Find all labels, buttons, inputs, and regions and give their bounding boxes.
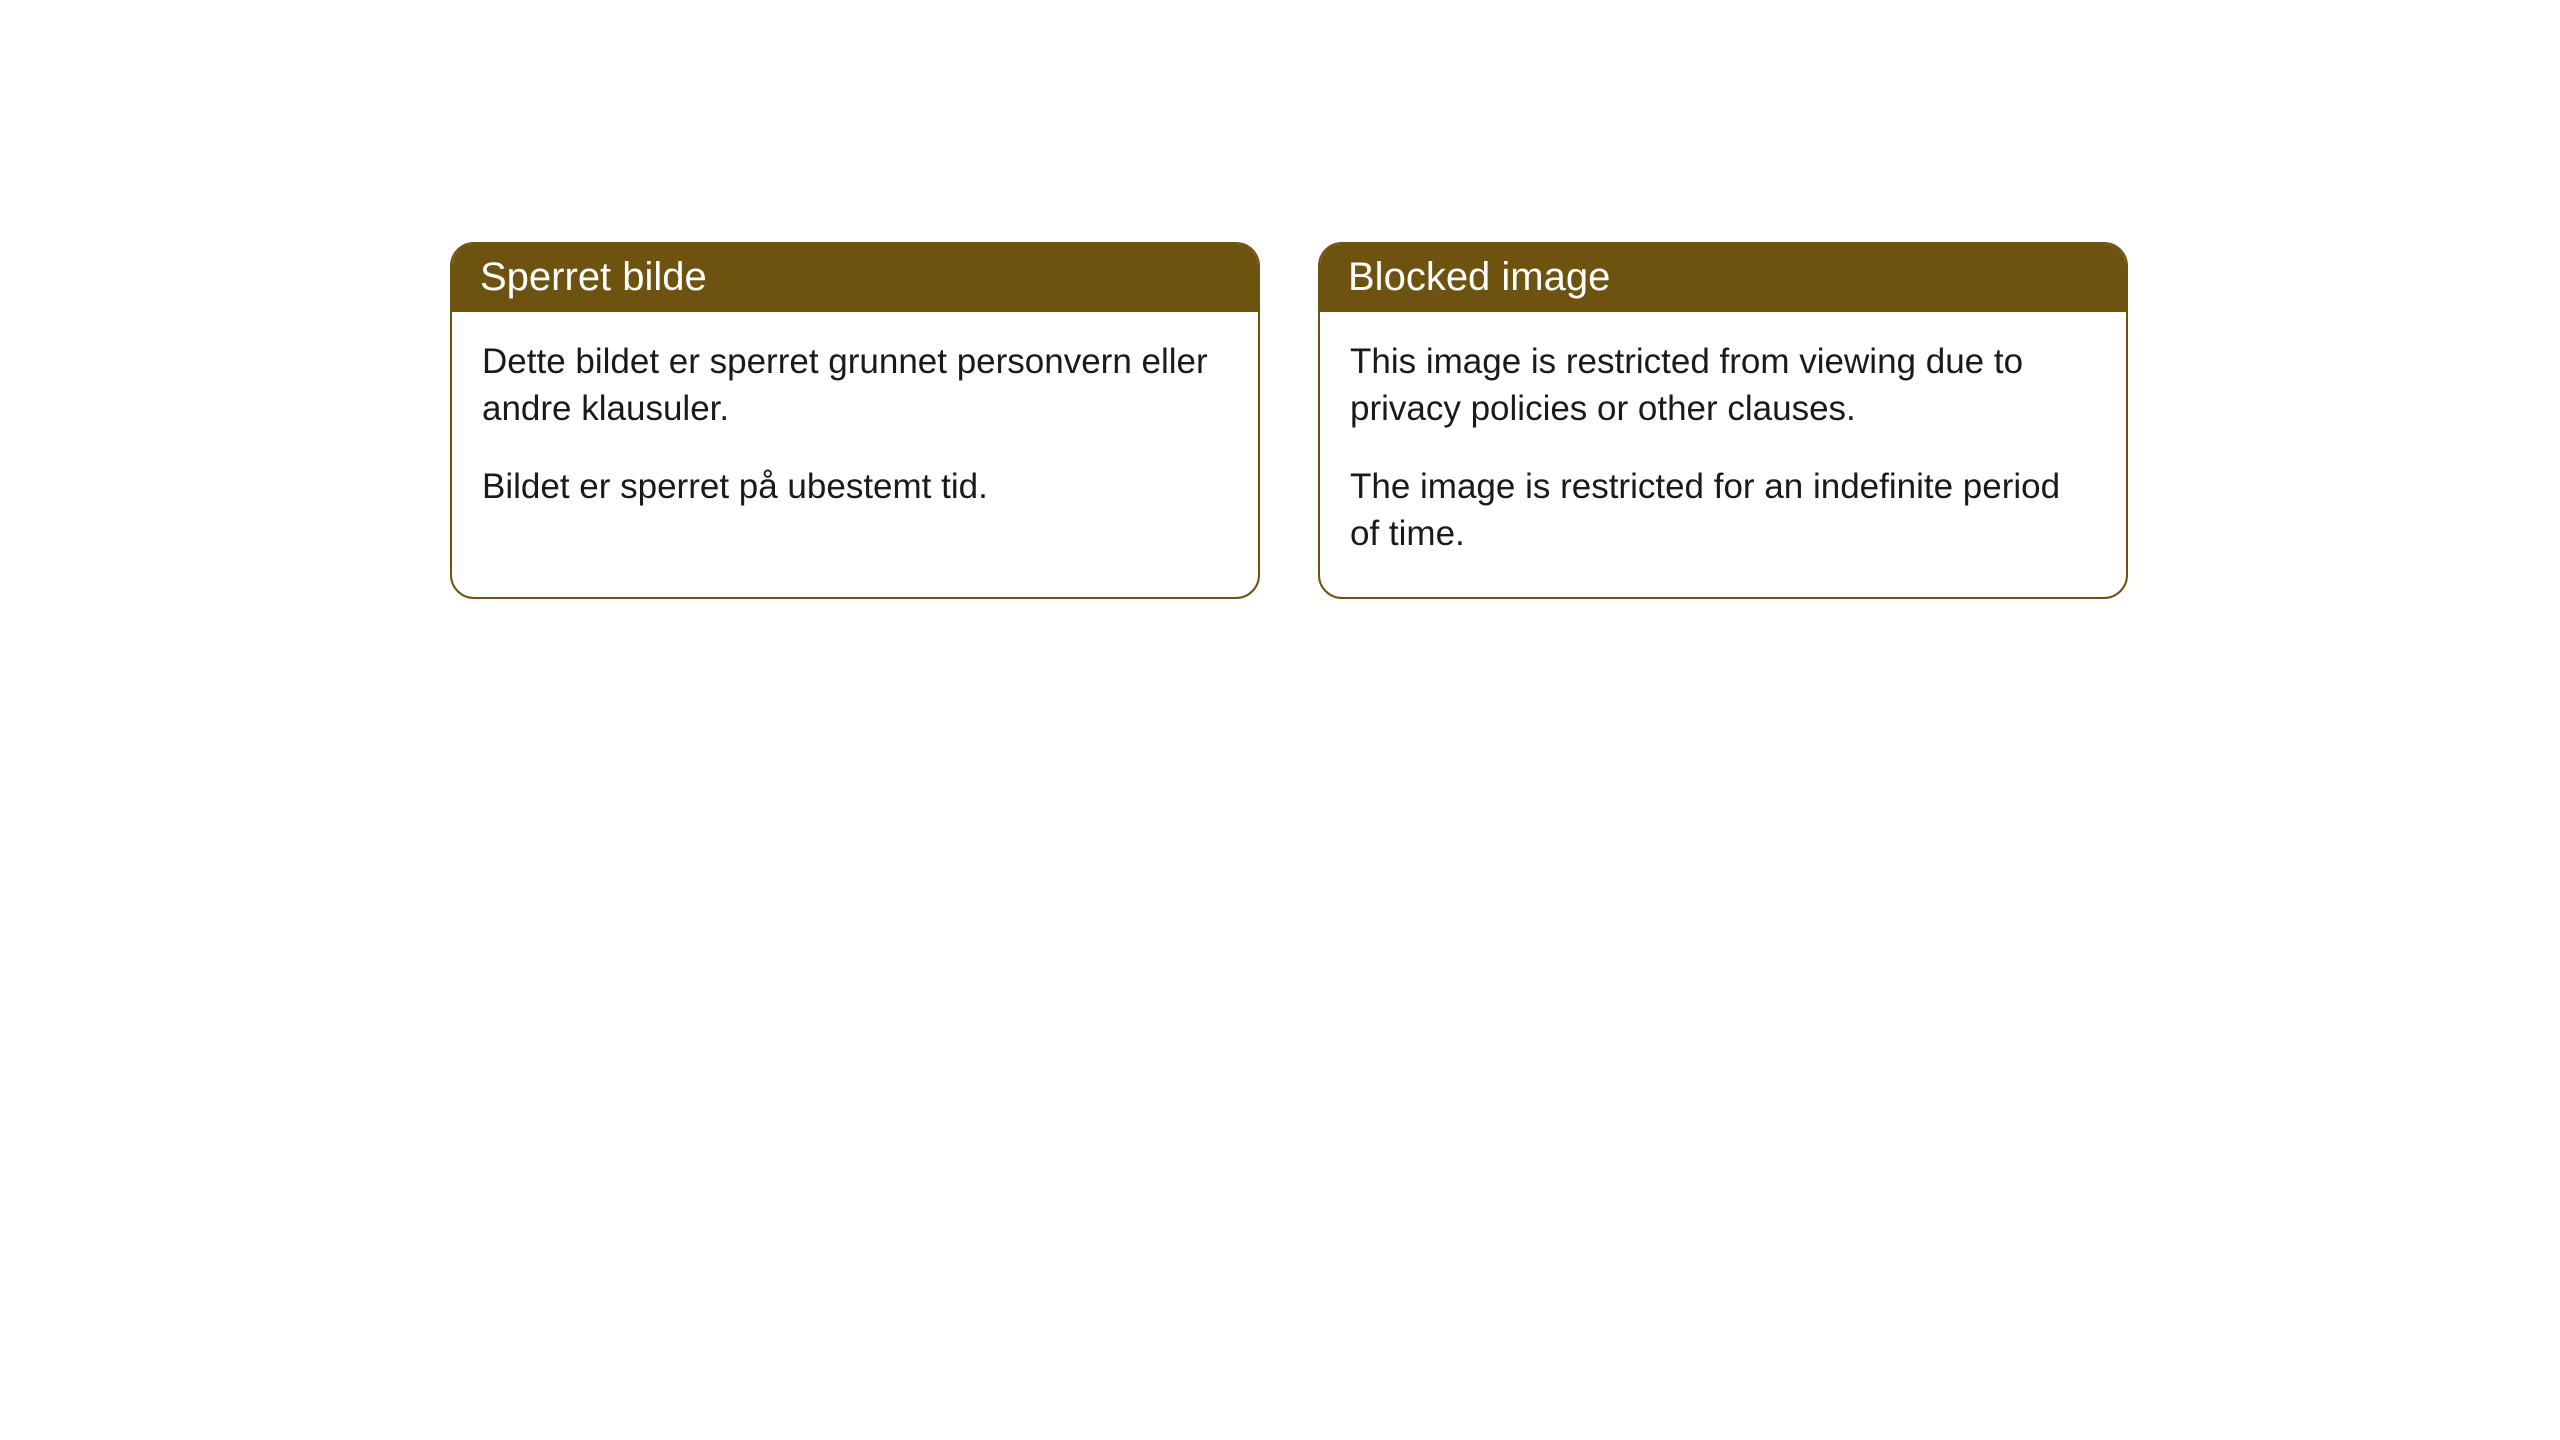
cards-container: Sperret bilde Dette bildet er sperret gr… [450, 242, 2128, 599]
card-text-paragraph: The image is restricted for an indefinit… [1350, 463, 2096, 558]
card-norwegian: Sperret bilde Dette bildet er sperret gr… [450, 242, 1260, 599]
card-title: Sperret bilde [480, 255, 707, 299]
card-header-english: Blocked image [1320, 244, 2126, 312]
card-text-paragraph: Dette bildet er sperret grunnet personve… [482, 338, 1228, 433]
card-body-norwegian: Dette bildet er sperret grunnet personve… [452, 312, 1258, 550]
card-english: Blocked image This image is restricted f… [1318, 242, 2128, 599]
card-title: Blocked image [1348, 255, 1610, 299]
card-header-norwegian: Sperret bilde [452, 244, 1258, 312]
card-body-english: This image is restricted from viewing du… [1320, 312, 2126, 597]
card-text-paragraph: Bildet er sperret på ubestemt tid. [482, 463, 1228, 510]
card-text-paragraph: This image is restricted from viewing du… [1350, 338, 2096, 433]
